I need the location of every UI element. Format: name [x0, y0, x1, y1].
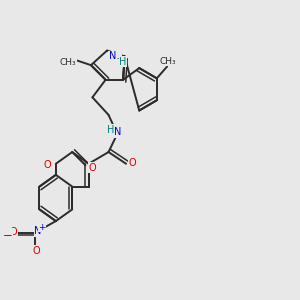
Text: N: N: [114, 128, 122, 137]
Text: O: O: [129, 158, 136, 168]
Text: N: N: [34, 226, 41, 236]
Text: O: O: [10, 227, 17, 237]
Text: CH₃: CH₃: [159, 57, 176, 66]
Text: H: H: [119, 57, 127, 67]
Text: -: -: [116, 52, 121, 65]
Text: O: O: [33, 246, 41, 256]
Text: N: N: [109, 51, 116, 62]
Text: CH₃: CH₃: [60, 58, 76, 67]
Text: −: −: [3, 229, 13, 242]
Text: +: +: [38, 223, 46, 232]
Text: O: O: [44, 160, 52, 170]
Text: H: H: [107, 125, 115, 135]
Text: O: O: [88, 163, 96, 172]
